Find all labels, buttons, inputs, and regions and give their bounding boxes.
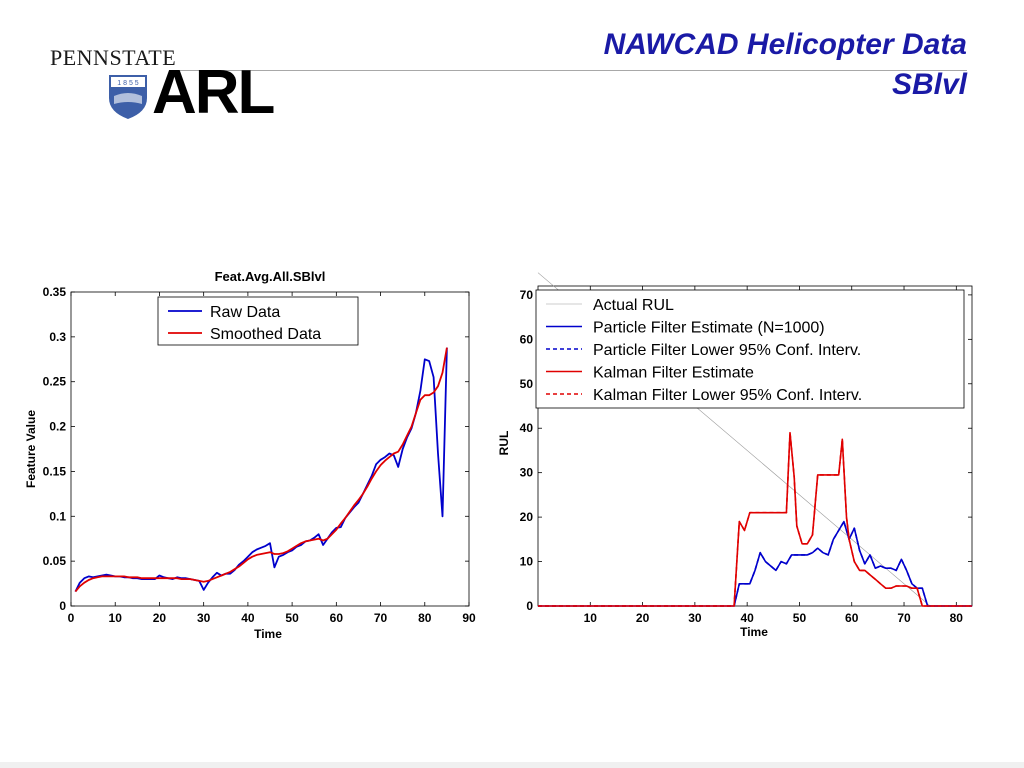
header-divider [170,70,967,71]
y-tick-label: 0.25 [43,375,67,389]
x-tick-label: 30 [197,611,211,625]
y-tick-label: 0.05 [43,554,67,568]
slide-title-line-1: NAWCAD Helicopter Data [603,28,967,61]
x-tick-label: 60 [845,611,859,625]
footer-band [0,762,1024,768]
legend-entry: Actual RUL [593,297,674,314]
y-tick-label: 0.3 [49,330,66,344]
y-tick-label: 0.35 [43,285,67,299]
y-tick-label: 0.15 [43,464,67,478]
x-tick-label: 10 [584,611,598,625]
x-tick-label: 10 [109,611,123,625]
y-tick-label: 0.2 [49,420,66,434]
legend-entry: Kalman Filter Lower 95% Conf. Interv. [593,387,862,404]
y-tick-label: 0 [526,599,533,613]
x-tick-label: 0 [68,611,75,625]
x-tick-label: 20 [636,611,650,625]
y-tick-label: 60 [520,332,534,346]
y-tick-label: 0 [59,599,66,613]
x-tick-label: 40 [241,611,255,625]
legend-entry: Kalman Filter Estimate [593,365,754,382]
y-tick-label: 30 [520,466,534,480]
legend-entry: Smoothed Data [210,326,321,343]
y-axis-label: RUL [497,431,511,456]
slide-title-line-2: SBlvl [891,68,967,101]
x-axis-label: Time [740,625,768,639]
x-tick-label: 60 [330,611,344,625]
series-line-kalman-filter-lower-95-conf-interv- [538,431,972,607]
legend-entry: Raw Data [210,304,280,321]
y-axis-label: Feature Value [24,410,38,488]
y-tick-label: 10 [520,555,534,569]
chart-title: Feat.Avg.All.SBlvl [215,269,326,284]
x-tick-label: 80 [950,611,964,625]
x-tick-label: 40 [740,611,754,625]
legend-box [535,289,965,409]
arl-logo: ARL [152,58,275,127]
legend-box [157,296,359,346]
x-tick-label: 50 [285,611,299,625]
x-tick-label: 70 [374,611,388,625]
y-tick-label: 40 [520,421,534,435]
legend-entry: Particle Filter Estimate (N=1000) [593,320,825,337]
y-tick-label: 50 [520,377,534,391]
x-tick-label: 90 [462,611,476,625]
y-tick-label: 20 [520,510,534,524]
x-tick-label: 70 [897,611,911,625]
x-tick-label: 50 [793,611,807,625]
x-tick-label: 80 [418,611,432,625]
y-tick-label: 0.1 [49,509,66,523]
x-tick-label: 20 [153,611,167,625]
logo-year: 1 8 5 5 [117,80,139,87]
legend-entry: Particle Filter Lower 95% Conf. Interv. [593,342,861,359]
pennstate-shield-icon: 1 8 5 5 [109,75,147,119]
series-line-particle-filter-lower-95-conf-interv- [538,520,972,607]
pennstate-wordmark: PENNSTATE [50,45,177,70]
x-tick-label: 30 [688,611,702,625]
x-axis-label: Time [254,627,282,641]
y-tick-label: 70 [520,288,534,302]
series-line-smoothed-data [74,347,448,593]
